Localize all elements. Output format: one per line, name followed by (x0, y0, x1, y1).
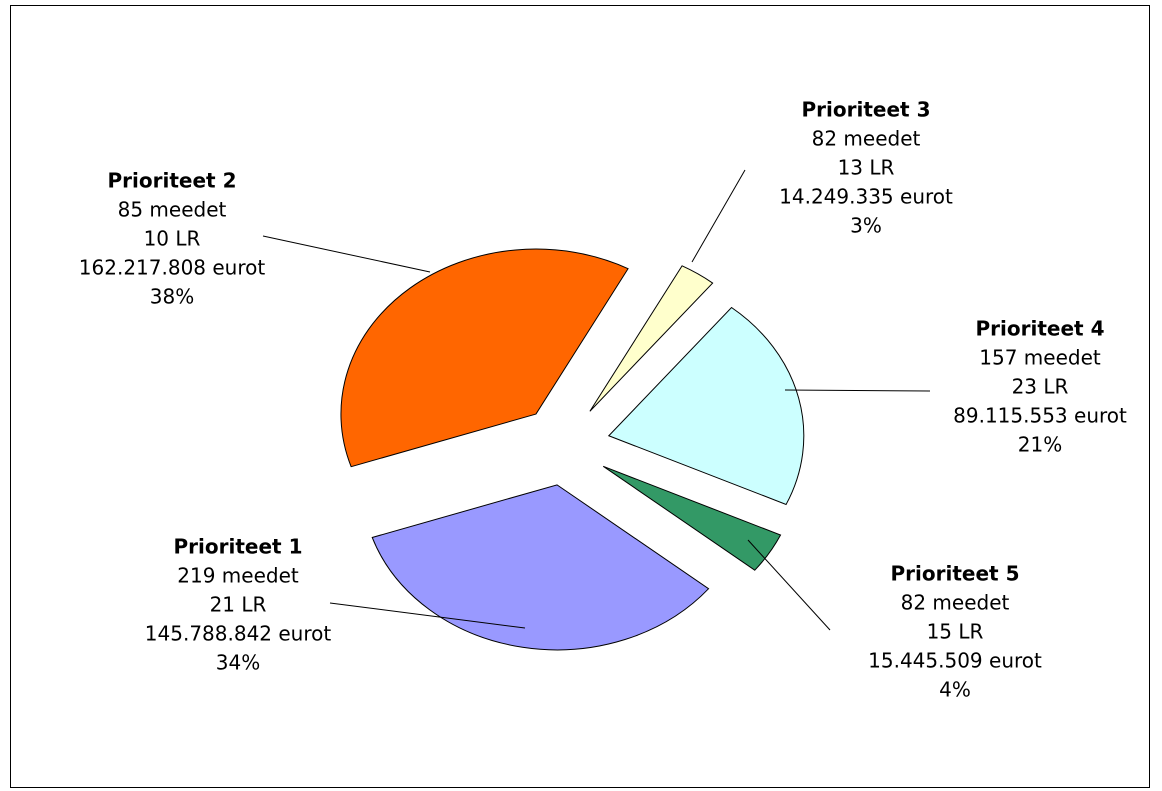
pie-slice (607, 306, 805, 506)
slice-detail: 23 LR (1012, 375, 1069, 399)
slice-detail: 15 LR (927, 620, 984, 644)
slice-detail: 219 meedet (177, 564, 299, 588)
slice-name: Prioriteet 3 (802, 98, 931, 122)
slice-name: Prioriteet 1 (174, 535, 303, 559)
chart-frame (10, 5, 1150, 788)
slice-detail: 145.788.842 eurot (145, 622, 332, 646)
slice-detail: 21 LR (210, 593, 267, 617)
slice-name: Prioriteet 5 (891, 562, 1020, 586)
slice-percent: 3% (850, 214, 882, 238)
slice-percent: 21% (1018, 433, 1062, 457)
slice-detail: 15.445.509 eurot (868, 649, 1042, 673)
slice-name: Prioriteet 4 (976, 317, 1105, 341)
slice-percent: 38% (150, 285, 194, 309)
slice-detail: 162.217.808 eurot (79, 256, 266, 280)
pie-slice (340, 248, 629, 468)
slice-detail: 13 LR (838, 156, 895, 180)
leader-line (329, 602, 526, 629)
slice-detail: 89.115.553 eurot (953, 404, 1127, 428)
slice-detail: 157 meedet (979, 346, 1101, 370)
leader-line (784, 389, 931, 392)
slice-detail: 82 meedet (901, 591, 1010, 615)
slice-percent: 4% (939, 678, 971, 702)
slice-name: Prioriteet 2 (108, 169, 237, 193)
slice-detail: 82 meedet (812, 127, 921, 151)
leader-line (691, 169, 746, 263)
pie-slice (589, 265, 714, 412)
pie-slice (602, 465, 782, 571)
slice-detail: 85 meedet (118, 198, 227, 222)
leader-line (262, 235, 431, 273)
pie-slice (371, 484, 710, 651)
slice-percent: 34% (216, 651, 260, 675)
leader-line (747, 539, 831, 631)
slice-detail: 10 LR (144, 227, 201, 251)
slice-detail: 14.249.335 eurot (779, 185, 953, 209)
